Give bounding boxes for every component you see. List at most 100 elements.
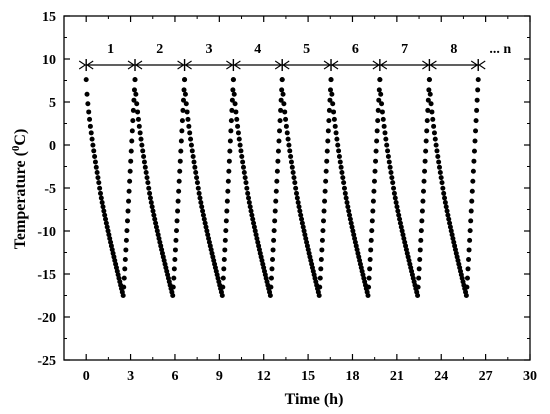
data-point (134, 101, 140, 107)
data-point (297, 208, 303, 214)
data-point (135, 109, 141, 115)
data-point (351, 232, 357, 238)
x-tick-label: 6 (171, 369, 178, 384)
data-point (466, 247, 472, 253)
x-tick-label: 9 (216, 369, 223, 384)
data-point (434, 148, 440, 154)
data-point (247, 204, 253, 210)
data-point (423, 148, 429, 154)
data-point (323, 168, 329, 174)
data-point (417, 256, 423, 262)
data-point (366, 275, 372, 281)
data-point (271, 228, 277, 234)
data-point (436, 159, 442, 165)
data-point (133, 91, 139, 97)
data-point (267, 293, 273, 298)
data-point (235, 130, 241, 136)
data-point (269, 266, 275, 272)
data-point (378, 91, 384, 97)
data-point (431, 123, 437, 129)
data-point (279, 87, 285, 93)
data-point (326, 118, 332, 124)
x-tick-label: 15 (301, 369, 315, 384)
data-point (151, 212, 157, 218)
cycle-label: 8 (450, 42, 457, 57)
data-point (376, 97, 382, 103)
data-point (327, 97, 333, 103)
data-point (105, 228, 111, 234)
data-point (126, 198, 132, 204)
data-point (369, 218, 375, 224)
data-point (395, 208, 401, 214)
data-point (238, 148, 244, 154)
data-point (429, 109, 435, 115)
data-point (101, 208, 107, 214)
data-point (468, 208, 474, 214)
data-point (142, 164, 148, 170)
data-point (146, 185, 152, 191)
x-tick-label: 3 (127, 369, 134, 384)
data-point (150, 208, 156, 214)
data-point (447, 224, 453, 230)
data-point (243, 180, 249, 186)
data-point (246, 199, 252, 205)
data-point (424, 118, 430, 124)
data-point (432, 136, 438, 142)
data-point (335, 142, 341, 148)
data-point (350, 228, 356, 234)
data-point (340, 175, 346, 181)
data-point (131, 87, 137, 93)
data-point (84, 91, 90, 97)
cycle-arrowhead-right (274, 60, 283, 70)
data-point (285, 136, 291, 142)
data-point (227, 138, 233, 144)
data-point (442, 195, 448, 201)
x-tick-label: 30 (523, 369, 537, 384)
y-tick-label: -20 (37, 311, 56, 326)
cycle-label: 6 (352, 42, 359, 57)
data-point (195, 185, 201, 191)
cycle-label: 5 (303, 42, 310, 57)
data-point (171, 266, 177, 272)
data-point (131, 97, 137, 103)
data-point (120, 293, 126, 298)
data-point (172, 247, 178, 253)
data-point (181, 87, 187, 93)
data-point (130, 118, 136, 124)
data-point (445, 212, 451, 218)
data-point (272, 218, 278, 224)
data-point (107, 235, 113, 241)
data-point (386, 159, 392, 165)
data-point (377, 77, 383, 83)
data-point (93, 164, 99, 170)
data-point (385, 148, 391, 154)
data-point (330, 101, 336, 107)
data-point (401, 235, 407, 241)
data-point (467, 228, 473, 234)
cycle-arrowhead-right (422, 60, 430, 70)
data-point (442, 199, 448, 205)
data-point (275, 148, 281, 154)
data-point (241, 170, 247, 176)
data-point (436, 164, 442, 170)
data-point (422, 158, 428, 164)
data-point (270, 256, 276, 262)
data-point (341, 180, 347, 186)
data-point (316, 293, 322, 298)
data-point (323, 178, 329, 184)
data-point (100, 204, 106, 210)
data-point (293, 185, 299, 191)
data-point (85, 101, 91, 107)
cycle-arrowhead-left (184, 60, 192, 70)
data-point (205, 232, 211, 238)
data-point (319, 247, 325, 253)
data-point (226, 158, 232, 164)
data-point (194, 180, 200, 186)
data-point (234, 116, 240, 122)
data-point (420, 198, 426, 204)
data-point (324, 148, 330, 154)
data-point (229, 97, 235, 103)
data-point (367, 266, 373, 272)
y-tick-label: 0 (49, 139, 56, 154)
data-point (474, 97, 480, 103)
